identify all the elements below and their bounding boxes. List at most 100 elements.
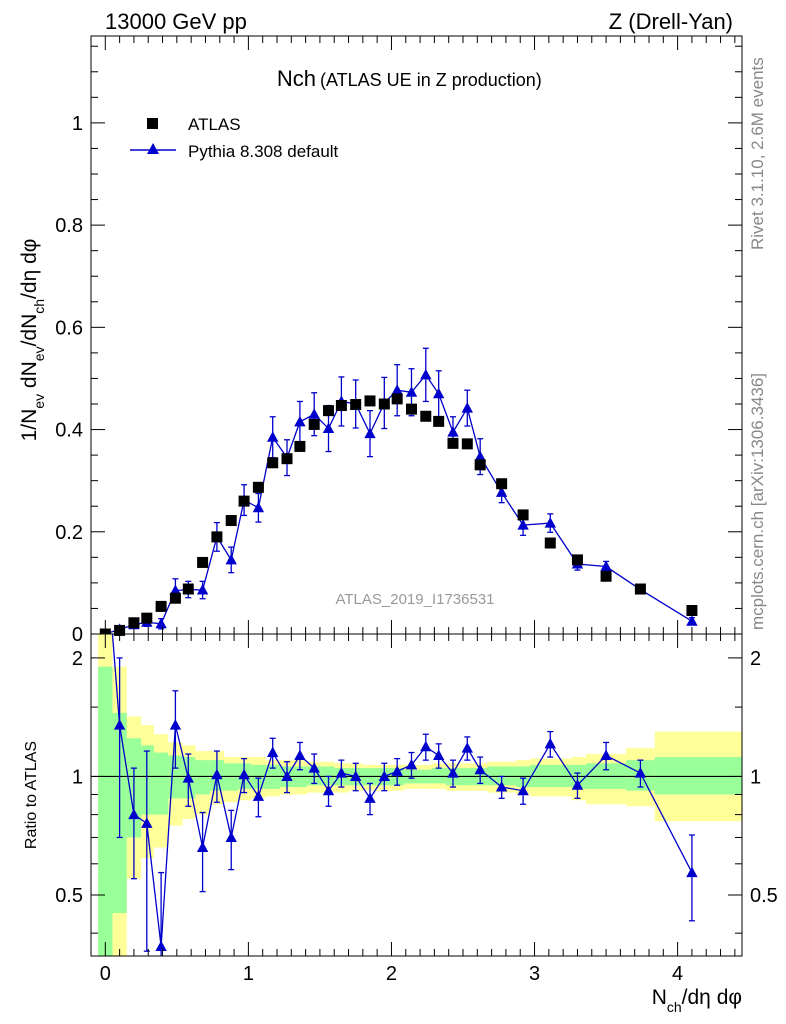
x-tick-label: 4	[672, 963, 683, 985]
atlas-data-point	[433, 415, 445, 427]
atlas-data-point	[405, 403, 417, 415]
ratio-data-point	[141, 817, 153, 828]
ratio-data-point	[391, 765, 403, 776]
atlas-data-point	[294, 440, 306, 452]
atlas-data-point	[155, 600, 167, 612]
atlas-data-point	[169, 592, 181, 604]
main-y-tick-label: 0.8	[55, 215, 83, 237]
legend-label-pythia: Pythia 8.308 default	[188, 142, 339, 161]
atlas-data-point	[364, 395, 376, 407]
ratio-data-point	[238, 768, 250, 780]
legend-label-atlas: ATLAS	[188, 115, 241, 134]
pythia-data-point	[495, 486, 508, 497]
ratio-data-point	[113, 719, 126, 730]
x-tick-label: 2	[386, 963, 397, 985]
main-plot-panel: 0 0.2 0.4 0.6 0.8 1 Nch (ATLAS UE in Z produc…	[18, 35, 743, 646]
legend: ATLAS Pythia 8.308 default	[130, 115, 339, 161]
ratio-data-point	[420, 740, 432, 752]
ratio-data-point	[634, 767, 647, 778]
ratio-data-point	[267, 746, 279, 758]
atlas-data-point	[447, 437, 459, 449]
atlas-data-point	[350, 399, 362, 411]
ratio-inner-band	[431, 768, 446, 784]
ratio-y-tick-label: 1	[72, 766, 83, 788]
pythia-data-point	[308, 408, 320, 419]
ratio-data-point	[686, 866, 698, 878]
analysis-id-label: ATLAS_2019_I1736531	[335, 591, 494, 608]
ratio-data-point	[495, 781, 508, 792]
atlas-data-point	[686, 604, 698, 616]
atlas-data-point	[517, 509, 529, 521]
pythia-data-point	[432, 387, 445, 399]
ratio-data-point	[281, 770, 293, 781]
pythia-data-point	[405, 386, 418, 397]
pythia-data-point	[169, 584, 182, 596]
main-y-tick-label: 0.2	[55, 522, 83, 544]
pythia-data-point	[391, 384, 403, 395]
atlas-data-point	[461, 438, 473, 450]
ratio-data-point	[128, 808, 140, 820]
main-y-tick-label: 0	[72, 624, 83, 646]
ratio-y-tick-label-right: 2	[750, 648, 761, 670]
pythia-data-point	[196, 584, 209, 595]
pythia-data-point	[474, 450, 486, 462]
atlas-data-point	[420, 410, 432, 422]
ratio-data-point	[405, 758, 418, 770]
ratio-data-point	[211, 768, 223, 780]
ratio-plot-frame	[90, 633, 743, 957]
ratio-inner-band	[153, 752, 169, 815]
ratio-data-point	[225, 831, 237, 842]
ratio-data-point	[169, 719, 182, 730]
ratio-y-tick-label: 0.5	[55, 885, 83, 907]
ratio-inner-band	[98, 666, 113, 956]
pythia-data-point	[544, 517, 556, 528]
ratio-data-point	[322, 784, 335, 796]
ratio-data-point	[308, 762, 320, 773]
atlas-data-point	[128, 617, 140, 629]
main-y-tick-label: 0.6	[55, 317, 83, 339]
main-plot-subtitle: (ATLAS UE in Z production)	[320, 70, 542, 90]
pythia-data-point	[364, 427, 376, 439]
atlas-data-point	[182, 583, 194, 595]
header-energy-label: 13000 GeV pp	[105, 9, 247, 34]
ratio-data-point	[544, 737, 556, 749]
legend-marker-atlas	[147, 118, 158, 129]
main-y-axis-label: 1/Nev dNev/dNch/dη dφ	[18, 239, 47, 442]
atlas-data-point	[211, 531, 223, 543]
pythia-data-point	[600, 560, 612, 572]
rivet-version-label: Rivet 3.1.10, 2.6M events	[748, 57, 767, 250]
atlas-data-point	[281, 453, 293, 465]
mcplots-source-label: mcplots.cern.ch [arXiv:1306.3436]	[748, 373, 767, 630]
pythia-data-point	[225, 553, 237, 565]
x-tick-label: 1	[243, 963, 254, 985]
atlas-data-point	[308, 418, 320, 430]
atlas-data-point	[474, 459, 486, 471]
ratio-data-point	[432, 749, 445, 761]
legend-marker-pythia	[147, 143, 159, 154]
atlas-data-point	[391, 393, 403, 405]
atlas-data-point	[252, 481, 264, 493]
ratio-data-point	[294, 749, 306, 761]
ratio-data-point	[182, 772, 194, 783]
ratio-y-axis-label: Ratio to ATLAS	[23, 741, 40, 849]
pythia-data-point	[517, 519, 529, 530]
pythia-data-point	[420, 368, 432, 380]
ratio-inner-band	[195, 760, 210, 795]
pythia-data-point	[252, 501, 265, 513]
atlas-data-point	[571, 554, 583, 566]
pythia-data-point	[294, 415, 306, 427]
pythia-data-point	[322, 422, 335, 434]
atlas-data-point	[496, 478, 508, 490]
ratio-data-point	[364, 792, 376, 803]
ratio-data-point	[335, 767, 348, 778]
atlas-data-point	[600, 570, 612, 582]
atlas-data-point	[141, 612, 153, 624]
ratio-data-point	[252, 790, 265, 801]
ratio-data-point	[517, 784, 529, 796]
main-plot-title: Nch	[277, 66, 316, 91]
ratio-data-point	[378, 770, 391, 781]
atlas-data-point	[544, 537, 556, 549]
ratio-inner-band	[654, 757, 742, 795]
main-y-tick-label: 1	[72, 113, 83, 135]
